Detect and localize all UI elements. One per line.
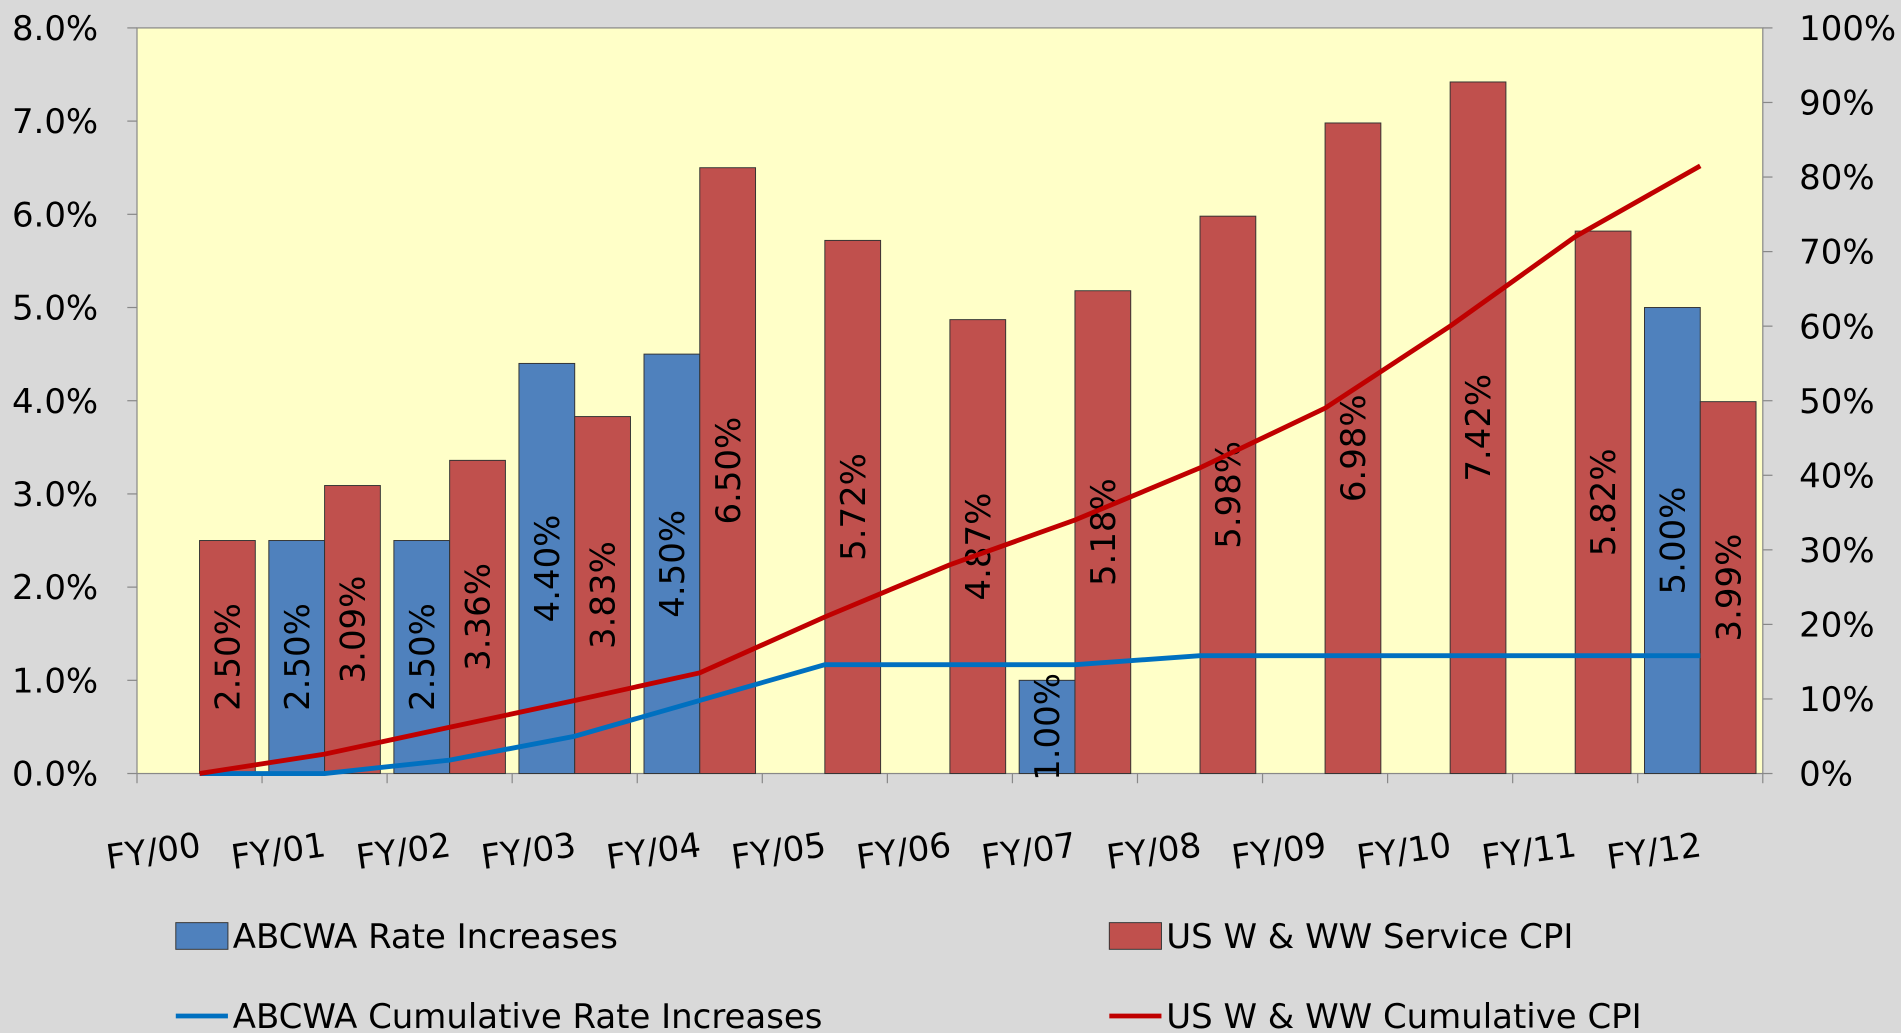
data-label: 6.98% bbox=[1334, 394, 1374, 502]
data-label: 3.36% bbox=[459, 563, 499, 671]
data-label: 4.87% bbox=[959, 493, 999, 601]
y-tick-label: 4.0% bbox=[12, 382, 98, 422]
y-tick-label: 5.0% bbox=[12, 289, 98, 329]
bar bbox=[1699, 401, 1757, 775]
data-label: 6.50% bbox=[709, 417, 749, 525]
data-label: 5.98% bbox=[1209, 441, 1249, 549]
bar bbox=[1324, 122, 1382, 775]
data-label: 4.50% bbox=[653, 510, 693, 618]
data-label: 3.09% bbox=[334, 576, 374, 684]
y2-tick-label: 90% bbox=[1799, 84, 1874, 124]
bar bbox=[1018, 679, 1076, 775]
x-tick-label: FY/12 bbox=[1604, 825, 1704, 878]
data-label: 7.42% bbox=[1459, 374, 1499, 482]
y-tick-label: 6.0% bbox=[12, 195, 98, 235]
bar bbox=[324, 485, 381, 775]
bar bbox=[1199, 215, 1257, 775]
x-tick-label: FY/05 bbox=[729, 825, 829, 878]
x-tick-label: FY/06 bbox=[854, 825, 954, 878]
data-label: 2.50% bbox=[403, 603, 443, 711]
legend-label: ABCWA Cumulative Rate Increases bbox=[233, 997, 823, 1033]
x-tick-label: FY/03 bbox=[479, 825, 579, 878]
y2-tick-label: 0% bbox=[1799, 755, 1853, 795]
x-tick-label: FY/07 bbox=[979, 825, 1079, 878]
legend-label: US W & WW Cumulative CPI bbox=[1166, 997, 1641, 1033]
bar bbox=[1644, 307, 1701, 775]
data-label: 5.18% bbox=[1084, 478, 1124, 586]
legend-swatch bbox=[1108, 922, 1162, 950]
y2-tick-label: 10% bbox=[1799, 680, 1874, 720]
y-tick-label: 1.0% bbox=[12, 661, 98, 701]
x-tick-label: FY/01 bbox=[229, 825, 329, 878]
legend-swatch bbox=[175, 922, 229, 950]
line bbox=[199, 163, 1702, 776]
y2-tick-label: 60% bbox=[1799, 307, 1874, 347]
y2-tick-label: 80% bbox=[1799, 158, 1874, 198]
data-label: 1.00% bbox=[1028, 673, 1068, 781]
y-tick-label: 0.0% bbox=[12, 755, 98, 795]
y2-tick-label: 30% bbox=[1799, 531, 1874, 571]
legend-label: US W & WW Service CPI bbox=[1166, 917, 1573, 957]
bar bbox=[1074, 290, 1132, 775]
data-label: 5.82% bbox=[1584, 448, 1624, 556]
bar bbox=[1574, 230, 1632, 775]
y-tick-label: 7.0% bbox=[12, 102, 98, 142]
y2-tick-label: 20% bbox=[1799, 606, 1874, 646]
data-label: 2.50% bbox=[209, 603, 249, 711]
x-tick-label: FY/11 bbox=[1479, 825, 1579, 878]
y2-tick-label: 70% bbox=[1799, 233, 1874, 273]
x-tick-label: FY/02 bbox=[354, 825, 454, 878]
x-tick-label: FY/08 bbox=[1104, 825, 1204, 878]
y-tick-label: 8.0% bbox=[12, 9, 98, 49]
y-tick-label: 2.0% bbox=[12, 568, 98, 608]
bar bbox=[268, 540, 326, 775]
x-tick-label: FY/10 bbox=[1354, 825, 1454, 878]
bar bbox=[1449, 81, 1507, 775]
data-label: 4.40% bbox=[528, 515, 568, 623]
bar bbox=[699, 167, 757, 775]
y2-tick-label: 100% bbox=[1799, 9, 1896, 49]
legend-label: ABCWA Rate Increases bbox=[233, 917, 618, 957]
bar bbox=[199, 540, 256, 775]
bar bbox=[574, 416, 631, 775]
y-tick-label: 3.0% bbox=[12, 475, 98, 515]
x-tick-label: FY/09 bbox=[1229, 825, 1329, 878]
data-label: 2.50% bbox=[278, 603, 318, 711]
x-tick-label: FY/00 bbox=[104, 825, 204, 878]
y2-tick-label: 40% bbox=[1799, 456, 1874, 496]
x-tick-label: FY/04 bbox=[604, 825, 704, 878]
bar bbox=[824, 239, 882, 775]
data-label: 3.99% bbox=[1709, 534, 1749, 642]
data-label: 5.00% bbox=[1653, 487, 1693, 595]
y2-tick-label: 50% bbox=[1799, 382, 1874, 422]
line bbox=[199, 653, 1701, 776]
data-label: 3.83% bbox=[584, 541, 624, 649]
data-label: 5.72% bbox=[834, 453, 874, 561]
